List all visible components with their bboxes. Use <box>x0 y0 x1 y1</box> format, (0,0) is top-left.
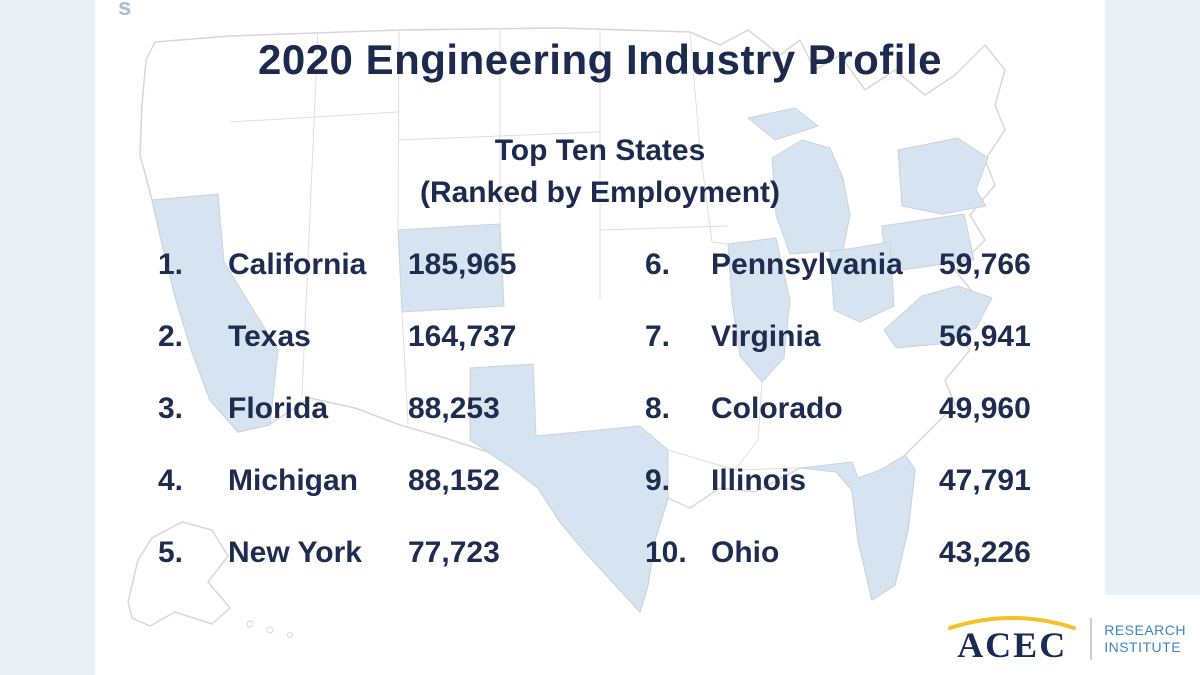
research-institute-text: RESEARCH INSTITUTE <box>1104 622 1186 656</box>
state-california-shape <box>151 193 279 433</box>
ranking-row: 6. Pennsylvania 59,766 <box>645 248 1075 290</box>
ranking-row: 3. Florida 88,253 <box>158 392 558 434</box>
employment-value: 59,766 <box>939 248 1031 281</box>
state-border-lines <box>229 28 801 471</box>
ranking-row: 9. Illinois 47,791 <box>645 464 1075 506</box>
state-name: Ohio <box>711 536 780 569</box>
state-name: Texas <box>228 320 311 353</box>
rank-number: 10. <box>645 536 687 569</box>
employment-value: 164,737 <box>408 320 517 353</box>
state-name: New York <box>228 536 362 569</box>
ranking-row: 4. Michigan 88,152 <box>158 464 558 506</box>
state-alaska-shape <box>127 521 231 627</box>
employment-value: 43,226 <box>939 536 1031 569</box>
rank-number: 4. <box>158 464 184 497</box>
employment-value: 185,965 <box>408 248 517 281</box>
rank-number: 8. <box>645 392 671 425</box>
logo-divider <box>1090 617 1093 660</box>
page-title: 2020 Engineering Industry Profile <box>257 36 942 83</box>
page-subtitle: Top Ten States (Ranked by Employment) <box>0 130 1200 214</box>
state-name: Michigan <box>228 464 359 497</box>
subtitle-line1: Top Ten States <box>494 134 706 167</box>
state-name: California <box>228 248 367 281</box>
rank-number: 5. <box>158 536 184 569</box>
rank-number: 7. <box>645 320 671 353</box>
right-margin-strip <box>1105 0 1200 595</box>
state-name: Colorado <box>711 392 843 425</box>
state-name: Virginia <box>711 320 821 353</box>
rank-number: 2. <box>158 320 184 353</box>
state-michigan-up-shape <box>747 107 819 141</box>
acec-wordmark: ACEC <box>946 614 1078 663</box>
state-colorado-shape <box>397 223 505 313</box>
ranking-row: 5. New York 77,723 <box>158 536 558 578</box>
ranking-column-left: 1. California 185,965 2. Texas 164,737 3… <box>158 248 558 608</box>
alaska-islands <box>246 620 293 638</box>
state-illinois-shape <box>727 237 791 383</box>
institute-line: INSTITUTE <box>1104 638 1182 655</box>
state-ohio-shape <box>829 241 895 323</box>
employment-value: 88,253 <box>408 392 500 425</box>
employment-value: 88,152 <box>408 464 500 497</box>
acec-arc-icon <box>948 616 1077 630</box>
left-margin-strip <box>0 0 95 675</box>
ranking-row: 10. Ohio 43,226 <box>645 536 1075 578</box>
employment-value: 49,960 <box>939 392 1031 425</box>
state-michigan-shape <box>771 139 851 255</box>
acec-brand-text: ACEC <box>957 625 1068 665</box>
rank-number: 1. <box>158 248 184 281</box>
rank-number: 9. <box>645 464 671 497</box>
state-name: Pennsylvania <box>711 248 903 281</box>
state-texas-shape <box>469 363 669 613</box>
subtitle-line2: (Ranked by Employment) <box>419 176 781 209</box>
state-virginia-shape <box>883 285 993 349</box>
employment-value: 56,941 <box>939 320 1031 353</box>
highlighted-states <box>151 107 993 613</box>
ranking-row: 8. Colorado 49,960 <box>645 392 1075 434</box>
research-line: RESEARCH <box>1104 621 1186 638</box>
ranking-row: 7. Virginia 56,941 <box>645 320 1075 362</box>
employment-value: 77,723 <box>408 536 500 569</box>
rank-number: 3. <box>158 392 184 425</box>
ranking-row: 1. California 185,965 <box>158 248 558 290</box>
state-name: Florida <box>228 392 329 425</box>
state-florida-shape <box>799 454 916 601</box>
ranking-row: 2. Texas 164,737 <box>158 320 558 362</box>
acec-logo: ACEC RESEARCH INSTITUTE <box>946 614 1186 663</box>
employment-value: 47,791 <box>939 464 1031 497</box>
state-newyork-shape <box>897 137 989 215</box>
ranking-column-right: 6. Pennsylvania 59,766 7. Virginia 56,94… <box>645 248 1075 608</box>
rank-number: 6. <box>645 248 671 281</box>
edge-artifact-text: s <box>118 0 132 21</box>
state-name: Illinois <box>711 464 807 497</box>
